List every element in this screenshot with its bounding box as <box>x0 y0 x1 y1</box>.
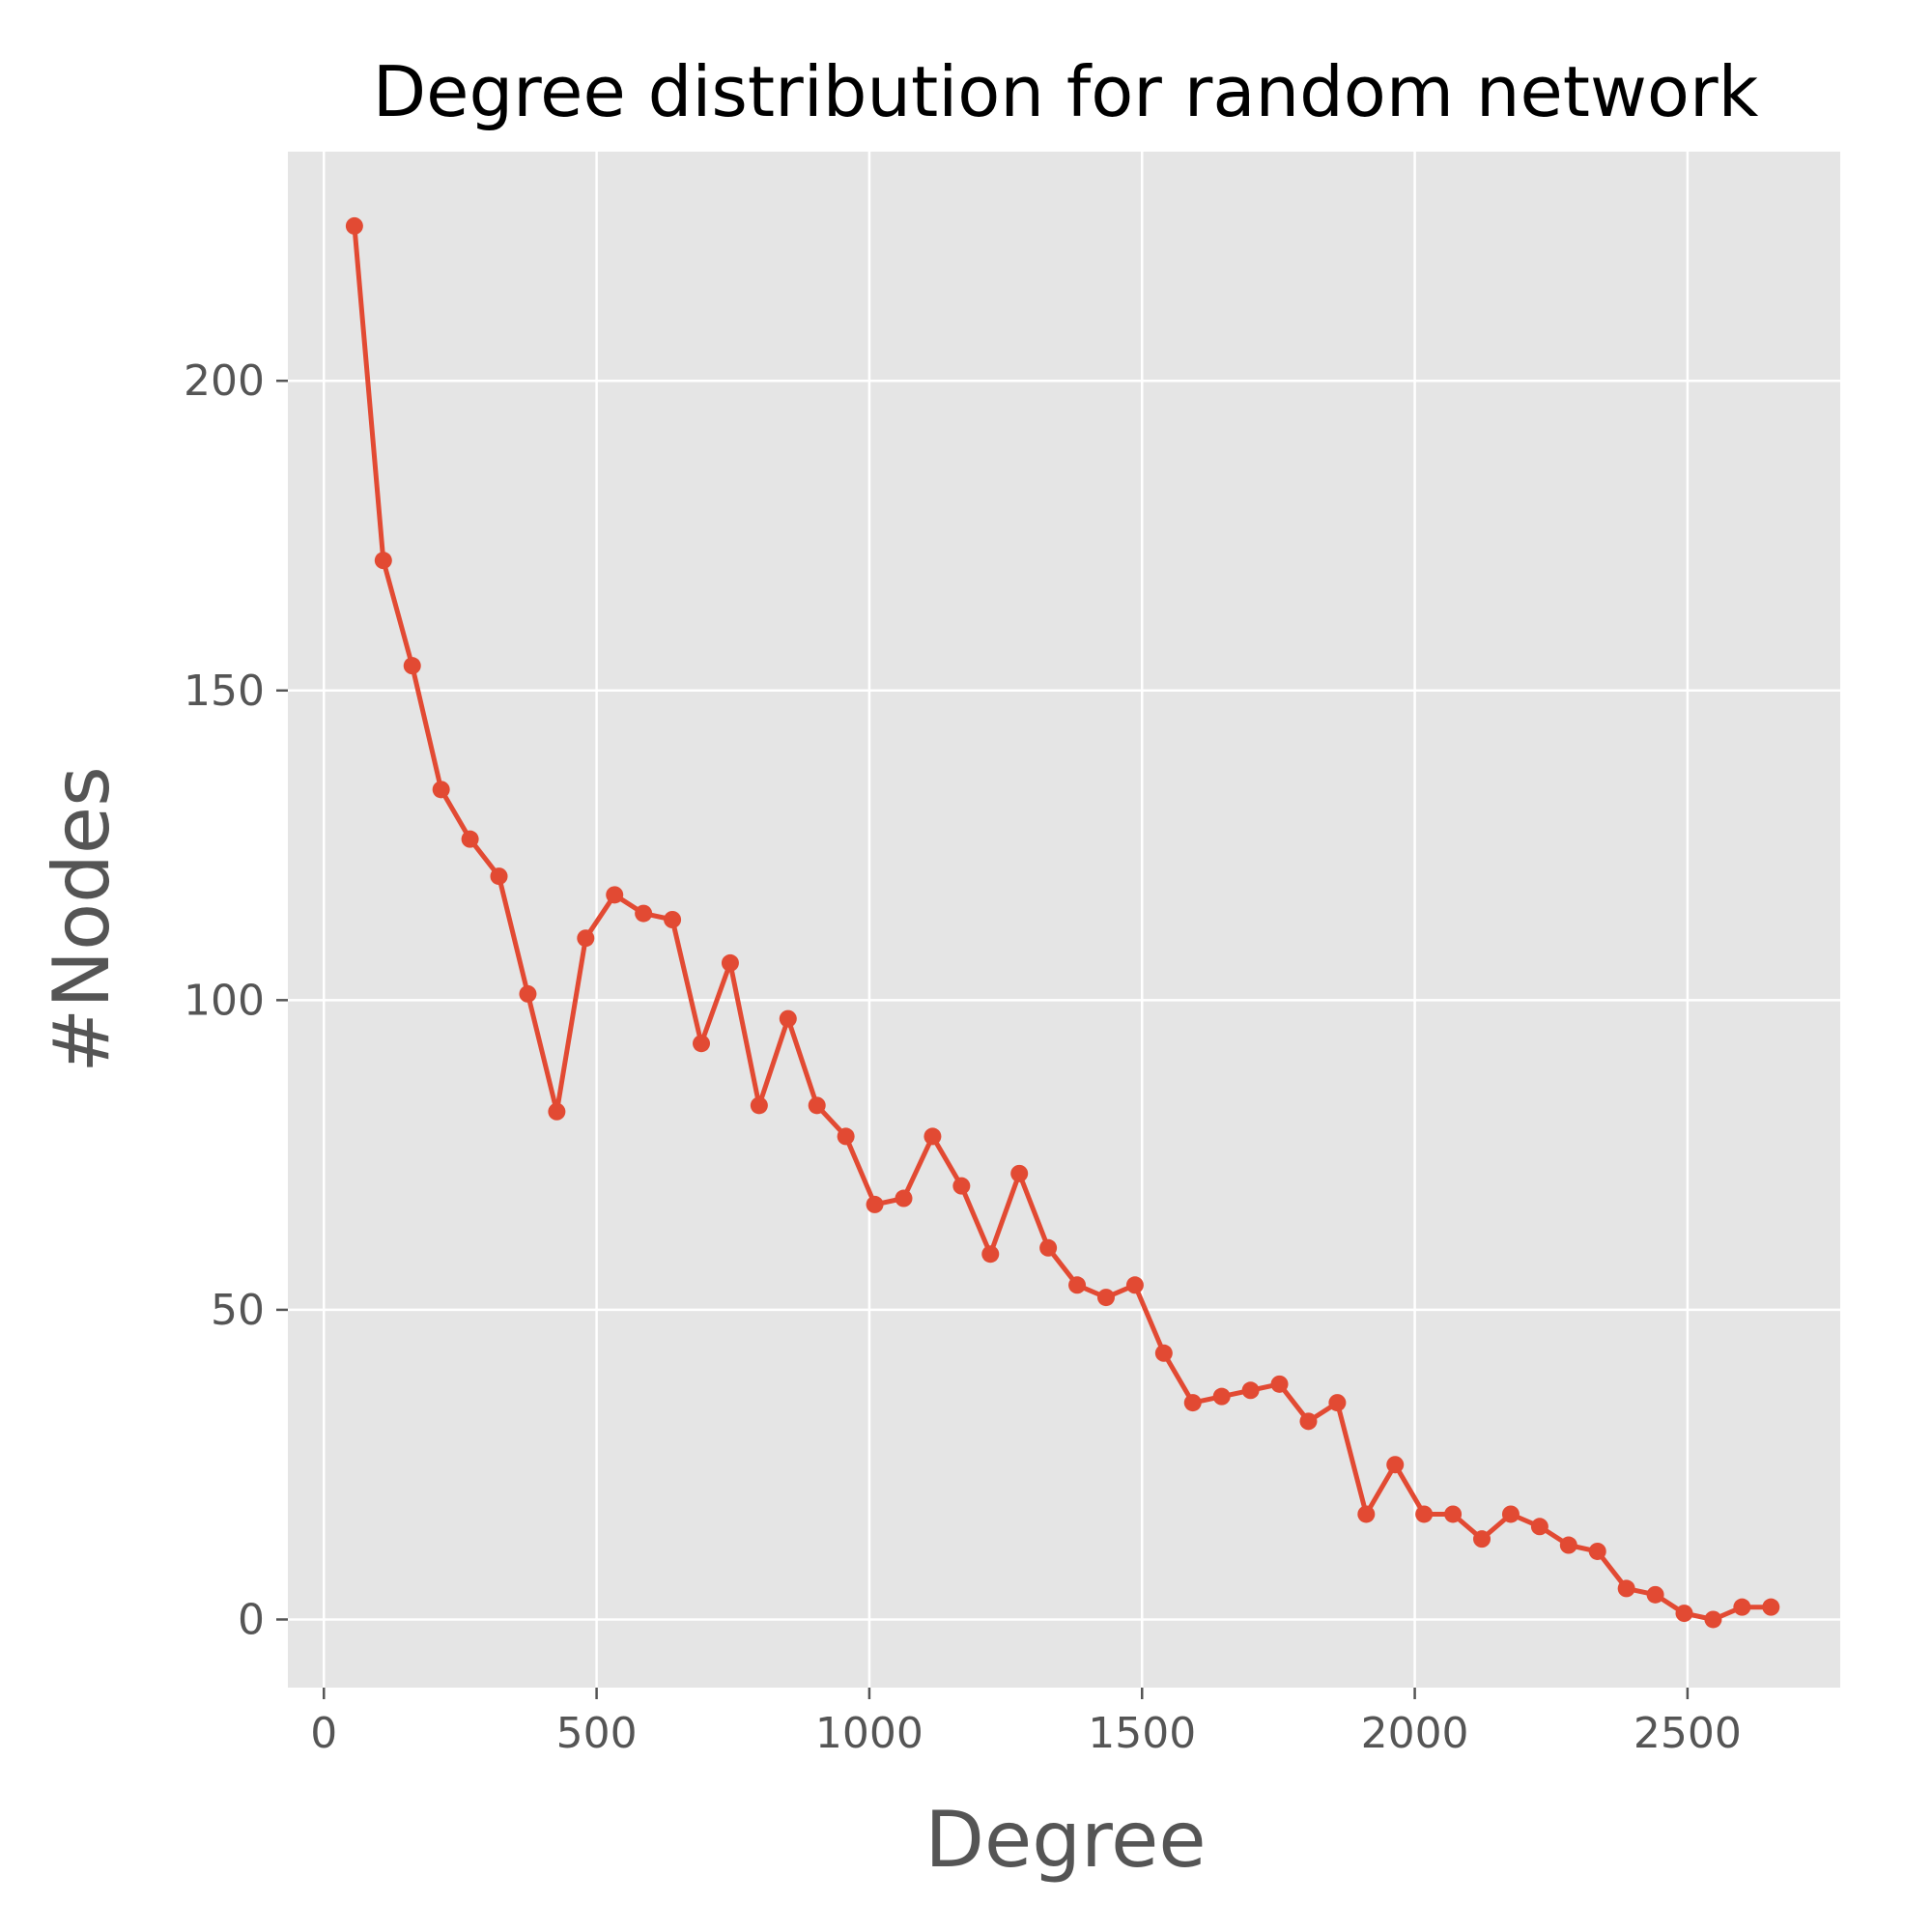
data-point <box>808 1096 826 1115</box>
data-point <box>548 1102 566 1121</box>
data-point <box>1068 1276 1087 1294</box>
data-point <box>981 1245 1000 1264</box>
data-point <box>1617 1579 1635 1598</box>
data-point <box>1039 1238 1058 1257</box>
data-point <box>1299 1412 1318 1431</box>
data-point <box>1010 1164 1029 1182</box>
data-point <box>895 1189 913 1208</box>
data-point <box>1588 1542 1606 1560</box>
data-point <box>1125 1276 1144 1294</box>
data-point <box>345 216 363 235</box>
x-tick-label: 2500 <box>1634 1709 1742 1758</box>
data-point <box>837 1127 855 1146</box>
data-point <box>1415 1505 1434 1523</box>
data-point <box>432 781 450 799</box>
data-point <box>1704 1610 1722 1629</box>
data-point <box>750 1096 768 1115</box>
data-point <box>923 1127 942 1146</box>
data-point <box>1154 1344 1173 1362</box>
x-tick-label: 1500 <box>1088 1709 1196 1758</box>
data-point <box>1212 1387 1231 1406</box>
data-point <box>1473 1530 1492 1548</box>
x-tick-label: 500 <box>556 1709 638 1758</box>
data-point <box>1762 1598 1780 1616</box>
data-point <box>1733 1598 1751 1616</box>
y-tick-label: 0 <box>238 1595 265 1644</box>
data-point <box>866 1195 884 1213</box>
y-tick-label: 50 <box>211 1286 265 1335</box>
data-point <box>1501 1505 1520 1523</box>
data-point <box>1096 1289 1115 1307</box>
data-point <box>779 1009 797 1028</box>
data-point <box>1270 1375 1289 1393</box>
data-point <box>577 929 595 948</box>
data-point <box>1675 1605 1693 1623</box>
plot-area <box>288 152 1840 1688</box>
y-axis-label: #Nodes <box>37 766 127 1073</box>
x-tick-label: 0 <box>310 1709 337 1758</box>
data-point <box>1444 1505 1463 1523</box>
data-point <box>664 911 682 928</box>
data-point <box>635 904 653 923</box>
y-tick-label: 100 <box>184 976 265 1025</box>
data-point <box>1183 1394 1202 1412</box>
data-point <box>1357 1505 1376 1523</box>
data-point <box>1530 1518 1548 1536</box>
y-tick-label: 200 <box>184 356 265 406</box>
data-point <box>1559 1536 1577 1554</box>
data-point <box>693 1035 711 1053</box>
data-series <box>345 216 1780 1629</box>
axis-ticks: 0 500 1000 1500 2000 2500 0 50 100 150 200 <box>184 356 1742 1758</box>
data-point <box>519 984 537 1003</box>
data-point <box>606 886 624 904</box>
grid-lines <box>288 152 1840 1688</box>
data-point <box>721 953 739 972</box>
x-axis-label: Degree <box>924 1795 1206 1885</box>
chart-title: Degree distribution for random network <box>373 51 1759 132</box>
data-point <box>952 1177 971 1195</box>
data-point <box>1386 1456 1405 1474</box>
x-tick-label: 2000 <box>1361 1709 1469 1758</box>
data-point <box>490 867 508 886</box>
data-point <box>1241 1381 1260 1400</box>
data-point <box>461 830 479 848</box>
x-tick-label: 1000 <box>815 1709 923 1758</box>
data-point <box>1328 1394 1347 1412</box>
data-point <box>1646 1585 1664 1604</box>
data-point <box>403 657 421 675</box>
data-point <box>374 552 392 570</box>
y-tick-label: 150 <box>184 667 265 716</box>
